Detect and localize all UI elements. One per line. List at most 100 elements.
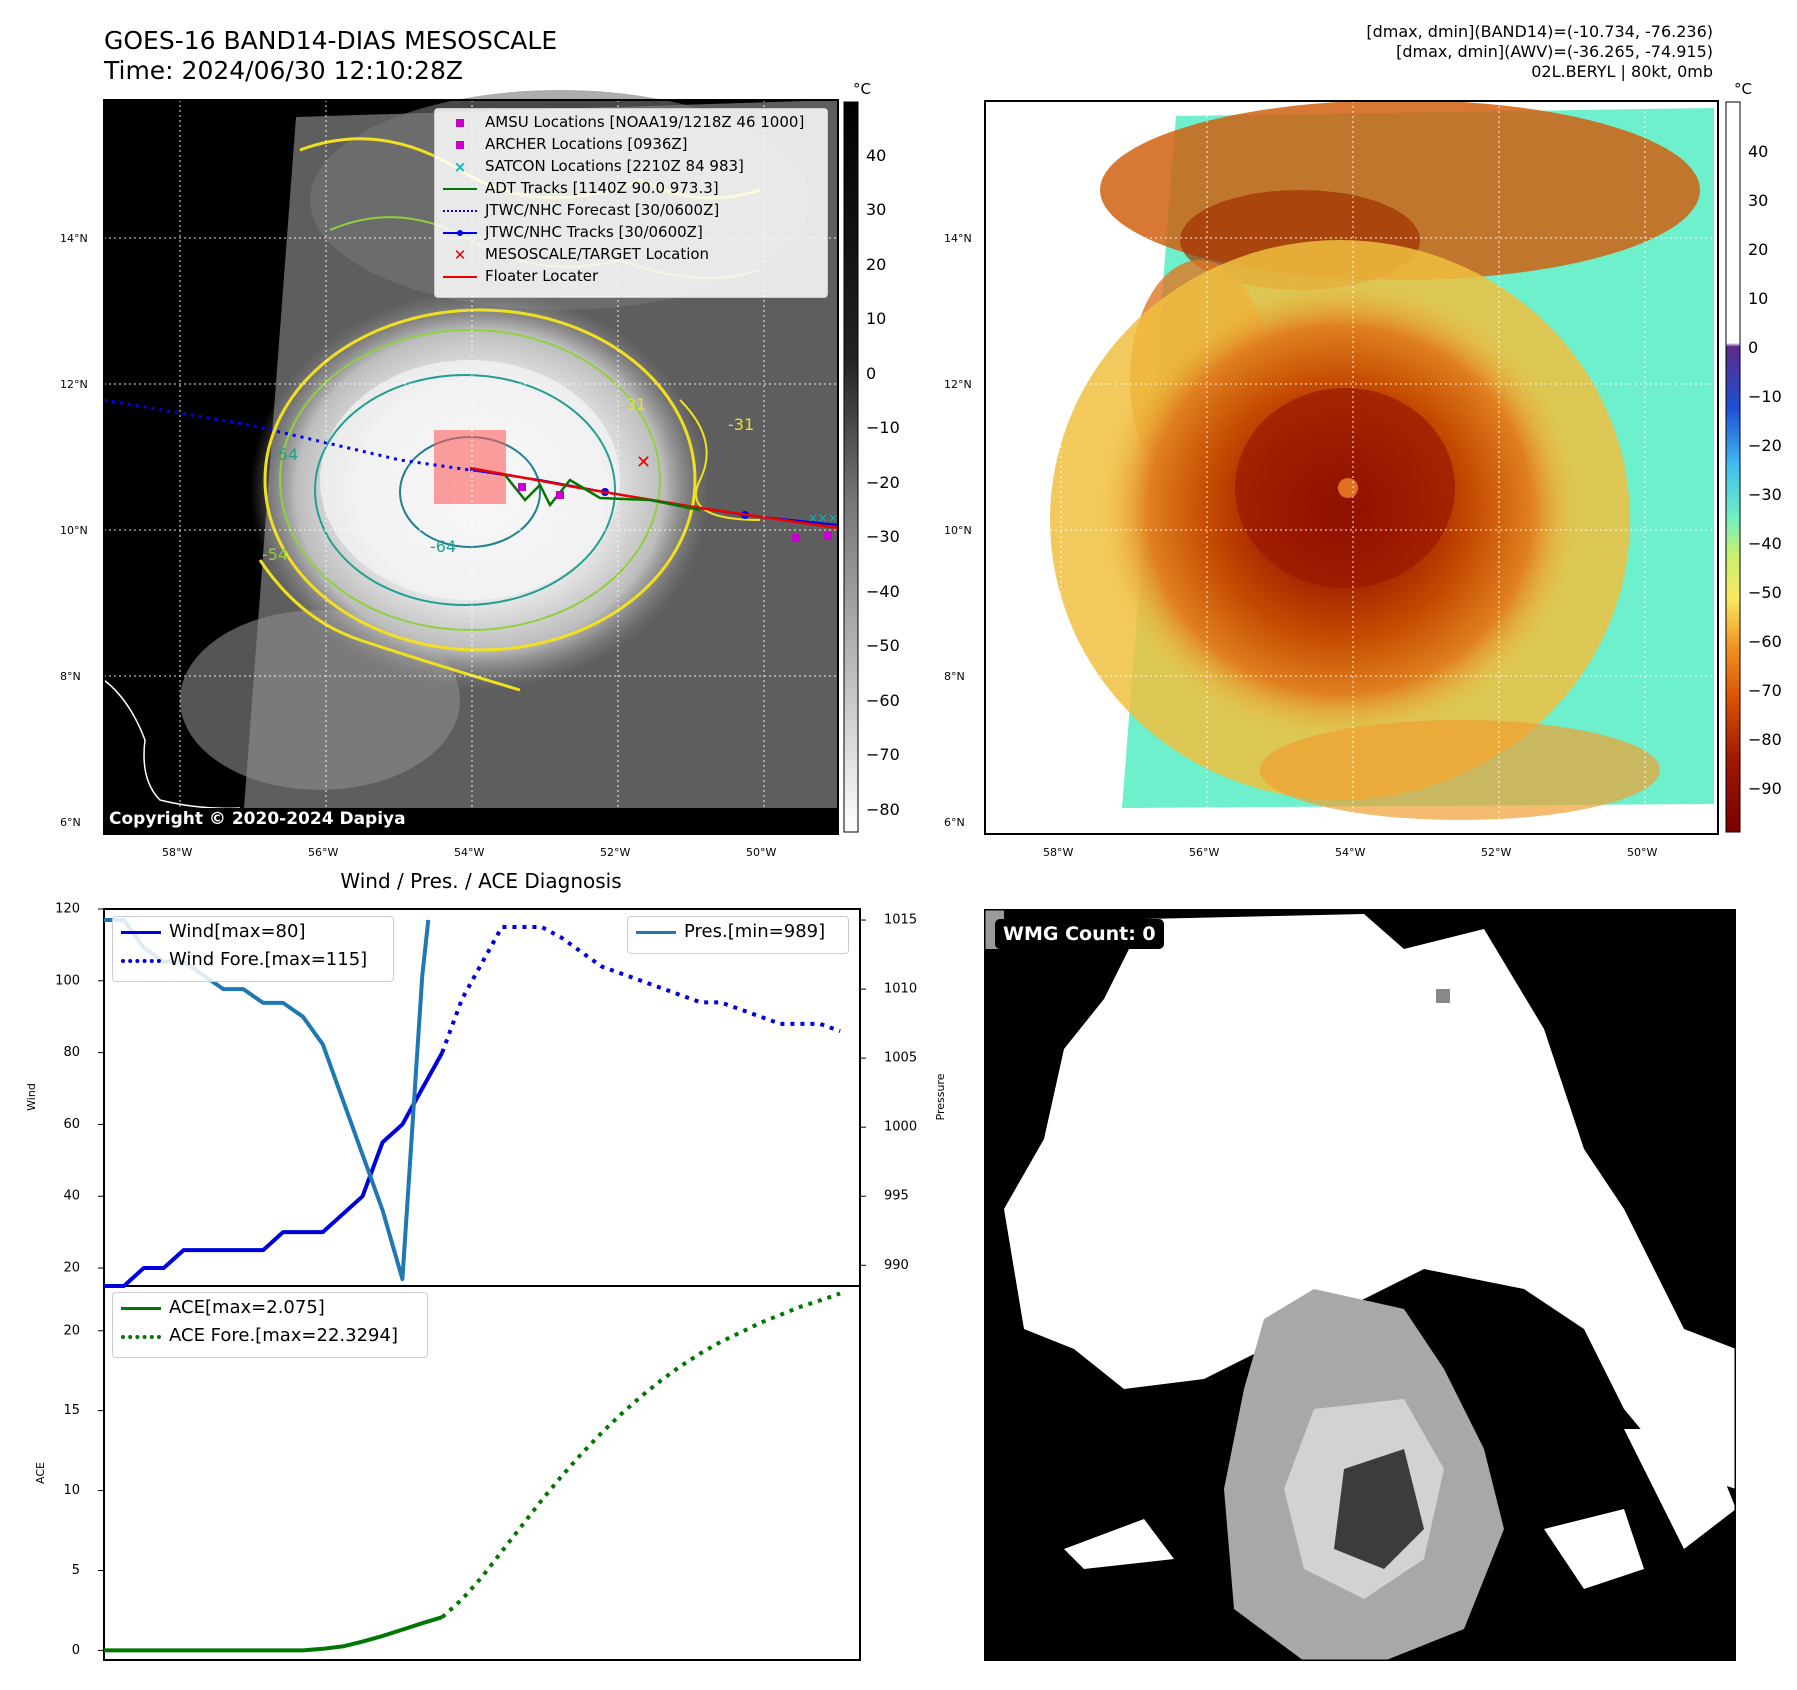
colorbar-tick: −20 bbox=[866, 473, 900, 492]
colorbar-tick: −10 bbox=[1748, 387, 1782, 406]
forecast-track bbox=[103, 398, 471, 472]
color-map-axis-labels: 14°N 12°N 10°N 8°N 6°N 58°W 56°W 54°W 52… bbox=[944, 232, 1657, 859]
legend-item: AMSU Locations [NOAA19/1218Z 46 1000] bbox=[443, 113, 804, 135]
colorbar-tick: −90 bbox=[1748, 779, 1782, 798]
amsu-marker bbox=[792, 534, 800, 542]
pressure-ticks: 990 995 1000 1005 1010 1015 bbox=[860, 913, 917, 1273]
lat-label: 8°N bbox=[944, 670, 965, 683]
colorbar-tick: 20 bbox=[866, 255, 886, 274]
legend-item: × SATCON Locations [2210Z 84 983] bbox=[453, 157, 744, 176]
map-legend: AMSU Locations [NOAA19/1218Z 46 1000] AR… bbox=[434, 108, 828, 298]
lon-label: 54°W bbox=[454, 846, 484, 859]
satcon-marker: ××× bbox=[808, 511, 838, 525]
colorbar-tick: 40 bbox=[866, 146, 886, 165]
ace-lines bbox=[104, 1291, 841, 1653]
pressure-axis-label: Pressure bbox=[934, 1073, 947, 1120]
colorbar-tick: −10 bbox=[866, 418, 900, 437]
colorbar-unit: °C bbox=[853, 80, 871, 98]
legend-item: JTWC/NHC Forecast [30/0600Z] bbox=[443, 201, 719, 223]
chart-title: Wind / Pres. / ACE Diagnosis bbox=[340, 869, 621, 893]
colorbar-tick: 10 bbox=[1748, 289, 1768, 308]
colorbar-tick: −60 bbox=[866, 691, 900, 710]
colorbar-tick: −80 bbox=[866, 800, 900, 819]
pressure-legend: Pres.[min=989] bbox=[627, 916, 849, 954]
colorbar-tick: 10 bbox=[866, 309, 886, 328]
lat-label: 6°N bbox=[944, 816, 965, 829]
series-line-ace-fore bbox=[440, 1291, 841, 1619]
series-line-wind bbox=[104, 1051, 444, 1288]
legend-item: ACE Fore.[max=22.3294] bbox=[121, 1325, 398, 1347]
wmg-panel bbox=[984, 909, 1736, 1661]
colorbar-unit: °C bbox=[1734, 80, 1752, 98]
color-colorbar: °C 40 30 20 10 0 −10 −20 −30 −40 −50 −60… bbox=[1725, 80, 1782, 833]
colorbar-tick: 0 bbox=[866, 364, 876, 383]
ace-tick-label: 5 bbox=[72, 1563, 80, 1578]
amsu-marker bbox=[518, 483, 526, 491]
pressure-tick-label: 1005 bbox=[884, 1051, 917, 1066]
lat-label: 14°N bbox=[60, 232, 88, 245]
ace-tick-label: 20 bbox=[63, 1323, 80, 1338]
colorbar-tick: 20 bbox=[1748, 240, 1768, 259]
ir-map-svg: -64 -31 -31 -54 -54 ✕ ××× bbox=[60, 80, 1782, 859]
lon-label: 52°W bbox=[1481, 846, 1511, 859]
ir-map-axis-labels: 14°N 12°N 10°N 8°N 6°N 58°W 56°W 54°W 52… bbox=[60, 232, 776, 859]
lon-label: 50°W bbox=[1627, 846, 1657, 859]
pressure-tick-label: 990 bbox=[884, 1258, 909, 1273]
legend-item: Wind[max=80] bbox=[121, 921, 306, 943]
lat-label: 10°N bbox=[944, 524, 972, 537]
wind-tick-label: 40 bbox=[63, 1189, 80, 1204]
ace-panel-frame bbox=[103, 1285, 861, 1661]
copyright-notice: Copyright © 2020-2024 Dapiya bbox=[105, 808, 410, 830]
contour-label: -54 bbox=[272, 445, 298, 464]
color-ir-map-panel bbox=[984, 100, 1719, 835]
map-gridlines bbox=[985, 101, 1718, 834]
wind-axis-label: Wind bbox=[25, 1083, 38, 1111]
contour-label: -54 bbox=[262, 545, 288, 564]
legend-item: ACE[max=2.075] bbox=[121, 1297, 325, 1319]
legend-item: ADT Tracks [1140Z 90.0 973.3] bbox=[443, 179, 719, 201]
colorbar-tick: −70 bbox=[1748, 681, 1782, 700]
legend-item: ✕ MESOSCALE/TARGET Location bbox=[453, 245, 710, 264]
legend-item: Pres.[min=989] bbox=[636, 921, 825, 943]
figure-title: GOES-16 BAND14-DIAS MESOSCALE Time: 2024… bbox=[104, 26, 558, 85]
wind-tick-label: 60 bbox=[63, 1117, 80, 1132]
ace-legend: ACE[max=2.075] ACE Fore.[max=22.3294] bbox=[112, 1292, 428, 1358]
colorbar-tick: −40 bbox=[866, 582, 900, 601]
pressure-tick-label: 995 bbox=[884, 1189, 909, 1204]
colorbar-tick: −80 bbox=[1748, 730, 1782, 749]
colorbar-tick: 40 bbox=[1748, 142, 1768, 161]
lat-label: 12°N bbox=[60, 378, 88, 391]
colorbar-tick: −50 bbox=[1748, 583, 1782, 602]
wind-tick-label: 120 bbox=[55, 902, 80, 917]
wind-tick-label: 100 bbox=[55, 973, 80, 988]
lon-label: 56°W bbox=[308, 846, 338, 859]
lon-label: 50°W bbox=[746, 846, 776, 859]
ir-colorbar: °C 40 30 20 10 0 −10 −20 −30 −40 −50 −60… bbox=[843, 80, 900, 833]
lon-label: 58°W bbox=[1043, 846, 1073, 859]
colorbar-tick: −30 bbox=[866, 527, 900, 546]
colorbar-tick: −70 bbox=[866, 745, 900, 764]
legend-item: Wind Fore.[max=115] bbox=[121, 949, 367, 971]
mesoscale-target-box bbox=[434, 430, 506, 504]
contour-label: -31 bbox=[728, 415, 754, 434]
contour-label: -31 bbox=[620, 395, 646, 414]
colorbar-tick: 0 bbox=[1748, 338, 1758, 357]
archer-marker bbox=[556, 491, 564, 499]
lon-label: 58°W bbox=[162, 846, 192, 859]
contour-label: -64 bbox=[430, 537, 456, 556]
colorbar-tick: 30 bbox=[866, 200, 886, 219]
colorbar-tick: −30 bbox=[1748, 485, 1782, 504]
ace-tick-label: 15 bbox=[63, 1403, 80, 1418]
colorbar-tick: 30 bbox=[1748, 191, 1768, 210]
lat-label: 10°N bbox=[60, 524, 88, 537]
ace-tick-label: 10 bbox=[63, 1483, 80, 1498]
amsu-marker bbox=[824, 532, 832, 540]
ace-axis-label: ACE bbox=[34, 1462, 47, 1484]
lat-label: 12°N bbox=[944, 378, 972, 391]
legend-item: JTWC/NHC Tracks [30/0600Z] bbox=[443, 223, 703, 245]
lon-label: 52°W bbox=[600, 846, 630, 859]
lon-label: 54°W bbox=[1335, 846, 1365, 859]
colorbar-tick: −50 bbox=[866, 636, 900, 655]
lat-label: 14°N bbox=[944, 232, 972, 245]
band14-range: [dmax, dmin](BAND14)=(-10.734, -76.236) bbox=[1366, 22, 1713, 41]
